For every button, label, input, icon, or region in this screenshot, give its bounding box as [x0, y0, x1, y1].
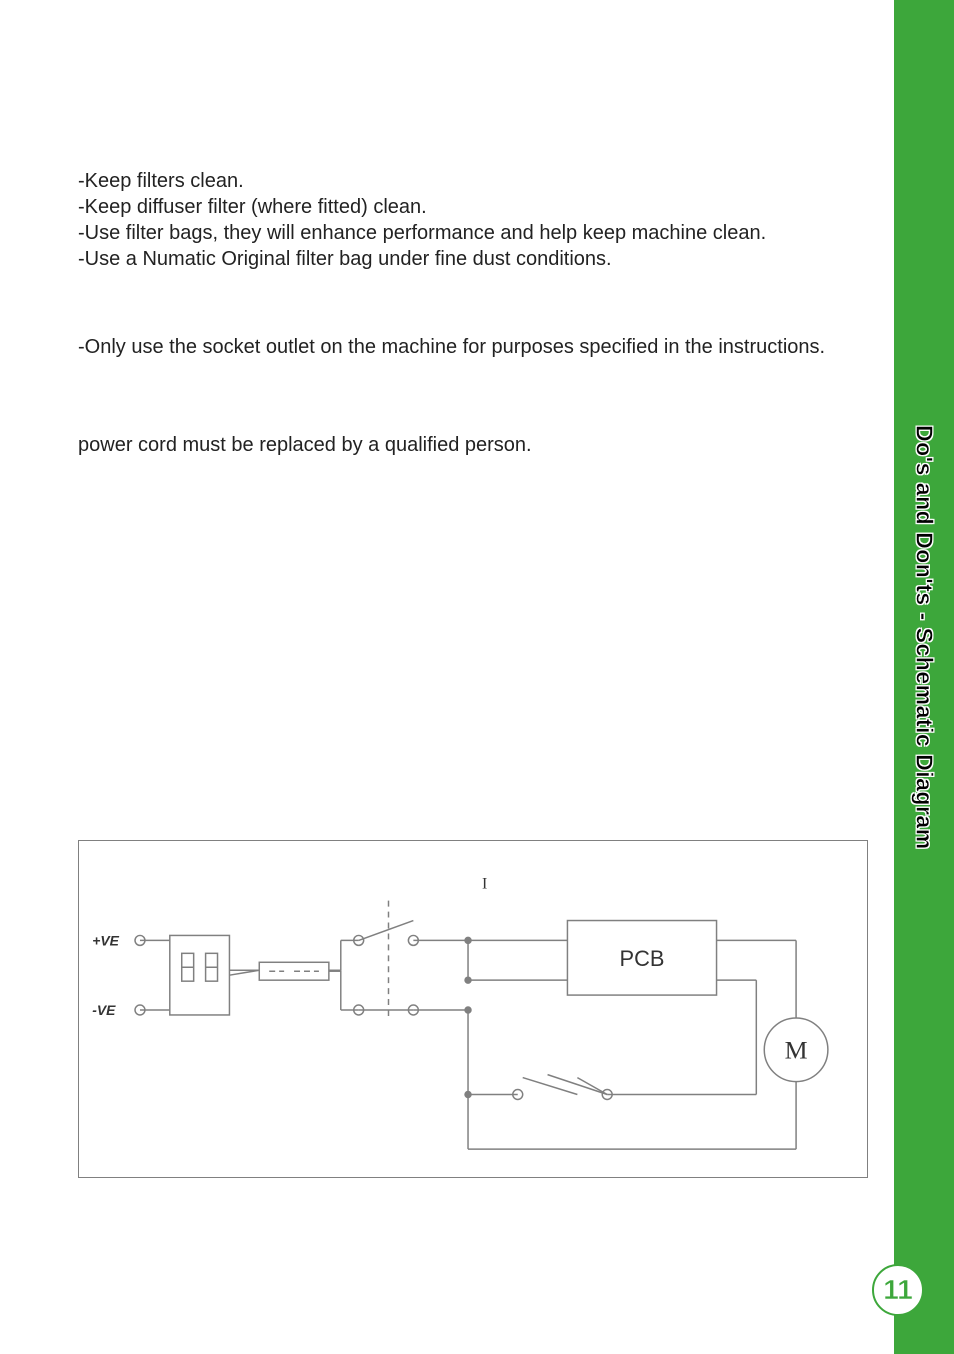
- page-number: 11: [883, 1274, 913, 1306]
- svg-text:M: M: [785, 1036, 808, 1065]
- line-1: -Keep filters clean.: [78, 168, 868, 194]
- svg-text:+VE: +VE: [92, 932, 119, 948]
- schematic-diagram: +VE -VE I PCB M: [78, 840, 868, 1178]
- sidebar: Do's and Don'ts - Schematic Diagram: [894, 0, 954, 1354]
- line-5: -Only use the socket outlet on the machi…: [78, 334, 868, 360]
- line-6: power cord must be replaced by a qualifi…: [78, 432, 868, 458]
- svg-text:PCB: PCB: [620, 946, 665, 971]
- svg-text:I: I: [482, 876, 487, 893]
- line-4: -Use a Numatic Original filter bag under…: [78, 246, 868, 272]
- line-2: -Keep diffuser filter (where fitted) cle…: [78, 194, 868, 220]
- line-3: -Use filter bags, they will enhance perf…: [78, 220, 868, 246]
- sidebar-title: Do's and Don'ts - Schematic Diagram: [911, 425, 938, 850]
- svg-text:-VE: -VE: [92, 1002, 116, 1018]
- page-number-badge: 11: [872, 1264, 924, 1316]
- content-block: -Keep filters clean. -Keep diffuser filt…: [78, 168, 868, 458]
